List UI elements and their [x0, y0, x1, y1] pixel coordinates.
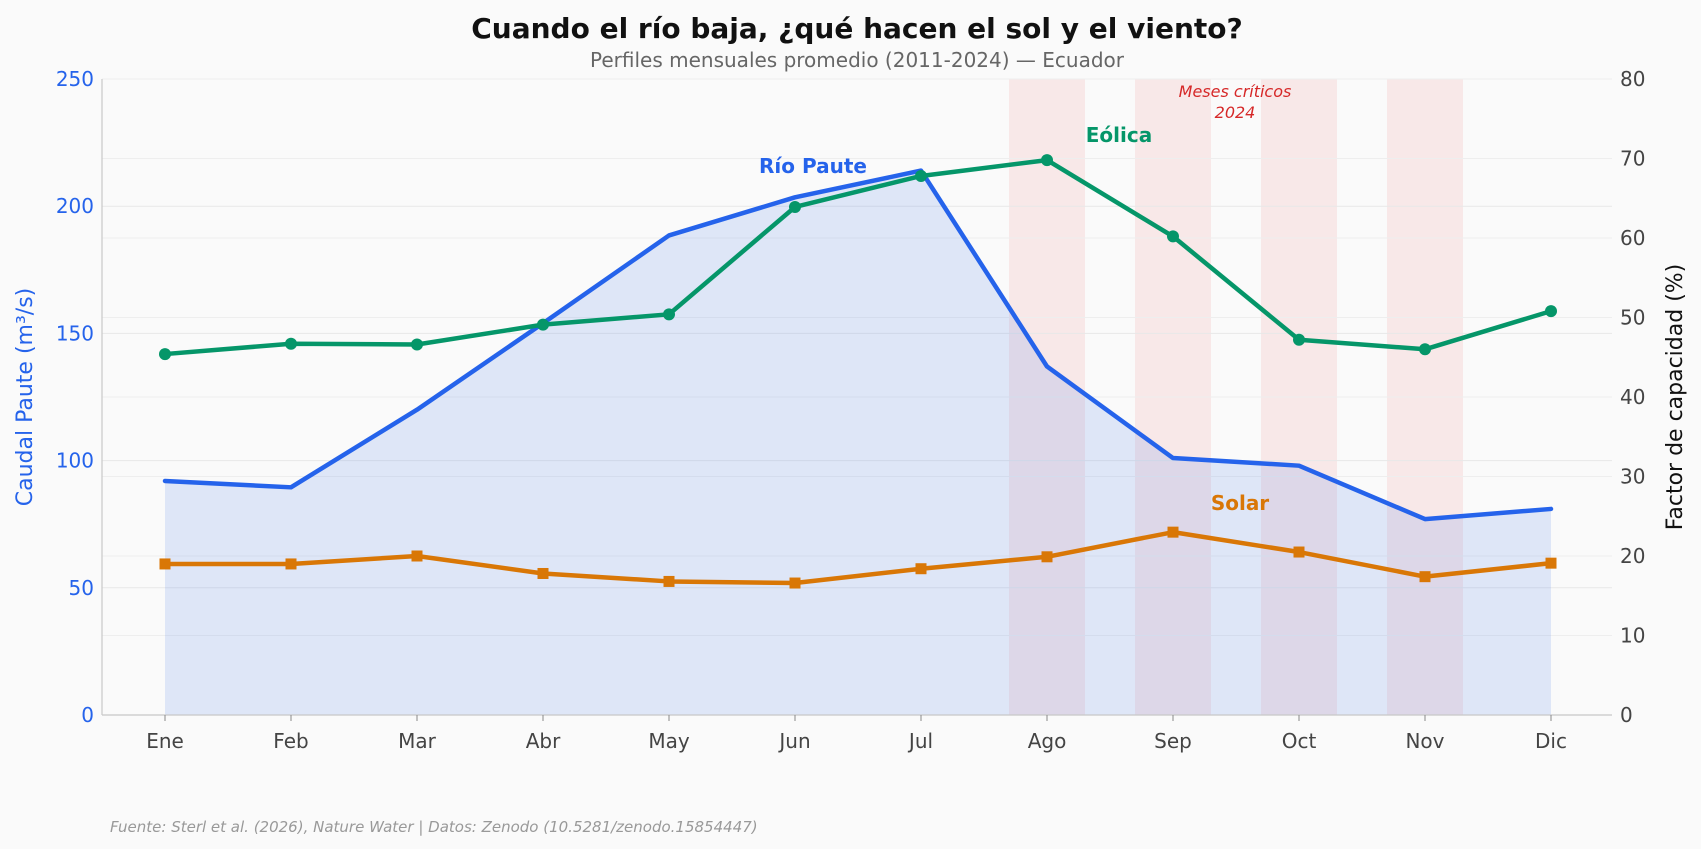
right-axis-label: Factor de capacidad (%): [1663, 264, 1688, 531]
left-axis-label: Caudal Paute (m³/s): [13, 288, 38, 507]
left-tick-label: 50: [69, 576, 94, 600]
right-tick-label: 60: [1620, 226, 1645, 250]
annotation-line-1: Meses críticos: [1179, 82, 1292, 101]
area-fills: [165, 170, 1551, 716]
x-tick-label: Sep: [1154, 729, 1192, 753]
point-e-lica-abr: [537, 318, 549, 331]
point-e-lica-jun: [789, 200, 801, 213]
point-solar-dic: [1545, 557, 1557, 569]
point-solar-jul: [915, 563, 927, 575]
point-solar-oct: [1293, 546, 1305, 558]
point-e-lica-oct: [1293, 333, 1305, 346]
point-solar-mar: [411, 550, 423, 562]
x-tick-label: May: [648, 729, 690, 753]
point-e-lica-dic: [1545, 305, 1557, 318]
x-tick-label: Abr: [526, 729, 561, 753]
line-solar: [162, 529, 1554, 586]
area-r-o-paute: [165, 170, 1551, 716]
right-tick-label: 10: [1620, 624, 1645, 648]
point-e-lica-nov: [1419, 343, 1431, 356]
x-tick-label: Mar: [398, 729, 437, 753]
right-tick-label: 30: [1620, 465, 1645, 489]
x-tick-label: Ago: [1028, 729, 1067, 753]
chart-subtitle: Perfiles mensuales promedio (2011-2024) …: [590, 48, 1125, 72]
source-note: Fuente: Sterl et al. (2026), Nature Wate…: [110, 818, 758, 836]
point-e-lica-may: [663, 308, 675, 321]
point-solar-ago: [1041, 551, 1053, 563]
point-solar-abr: [537, 567, 549, 579]
left-tick-label: 150: [56, 321, 94, 345]
x-tick-label: Feb: [273, 729, 308, 753]
right-tick-label: 50: [1620, 306, 1645, 330]
point-e-lica-ene: [159, 348, 171, 361]
x-tick-label: Jun: [777, 729, 810, 753]
point-e-lica-feb: [285, 337, 297, 350]
left-tick-label: 0: [81, 703, 94, 727]
series-label-solar: Solar: [1211, 491, 1269, 515]
x-tick-label: Oct: [1282, 729, 1317, 753]
right-tick-label: 0: [1620, 703, 1633, 727]
chart-title: Cuando el río baja, ¿qué hacen el sol y …: [471, 12, 1243, 45]
line-e-lica: [162, 157, 1554, 357]
right-tick-label: 80: [1620, 67, 1645, 91]
x-tick-label: Ene: [146, 729, 184, 753]
series-lines: [162, 157, 1554, 586]
line-r-o-paute: [162, 168, 1554, 522]
axes: [101, 79, 1612, 716]
point-solar-feb: [285, 558, 297, 570]
right-tick-label: 70: [1620, 147, 1645, 171]
point-solar-nov: [1419, 571, 1431, 583]
series-label-rio-paute: Río Paute: [759, 154, 867, 178]
point-e-lica-sep: [1167, 230, 1179, 243]
point-e-lica-ago: [1041, 154, 1053, 167]
point-solar-sep: [1167, 526, 1179, 538]
left-tick-label: 200: [56, 194, 94, 218]
left-tick-label: 100: [56, 449, 94, 473]
point-solar-jun: [789, 577, 801, 589]
annotation-line-2: 2024: [1215, 103, 1256, 122]
point-e-lica-jul: [915, 169, 927, 182]
series-label-eolica: Eólica: [1086, 123, 1152, 147]
right-tick-label: 20: [1620, 544, 1645, 568]
x-tick-label: Dic: [1535, 729, 1567, 753]
x-tick-label: Jul: [907, 729, 933, 753]
series-markers: [159, 154, 1557, 589]
point-e-lica-mar: [411, 338, 423, 351]
right-tick-label: 40: [1620, 385, 1645, 409]
left-tick-label: 250: [56, 67, 94, 91]
point-solar-ene: [159, 558, 171, 570]
x-tick-label: Nov: [1405, 729, 1444, 753]
tick-labels: Ene Feb Mar Abr May Jun Jul Ago Sep Oct Nov Dic 0 50 1…: [56, 67, 1646, 753]
point-solar-may: [663, 575, 675, 587]
